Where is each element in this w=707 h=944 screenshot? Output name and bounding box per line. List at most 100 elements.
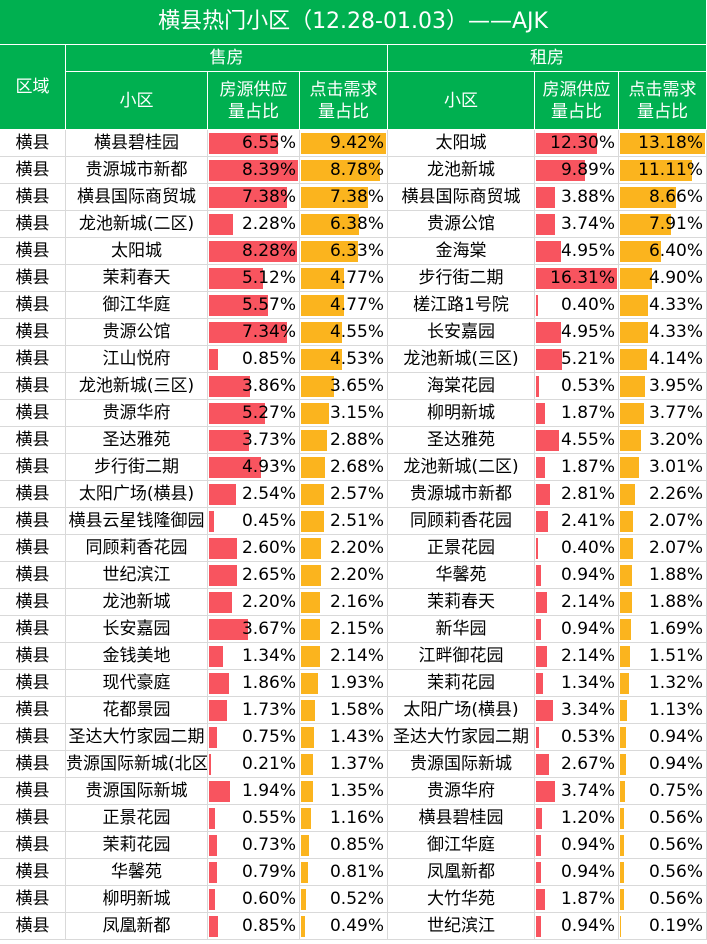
sale-supply-cell: 5.57%: [208, 292, 300, 318]
table-body: 横县 横县碧桂园 6.55% 9.42% 太阳城 12.30% 13.18% 横县 贵源城市新都…: [0, 130, 707, 940]
rent-click-cell: 0.56%: [619, 859, 707, 885]
rent-community-cell: 圣达雅苑: [388, 427, 535, 453]
data-bar: [301, 403, 329, 424]
data-bar: [536, 700, 553, 721]
sale-community-cell: 茉莉花园: [66, 832, 208, 858]
percent-value: 2.16%: [329, 592, 384, 612]
table-row: 横县 龙池新城(三区) 3.86% 3.65% 海棠花园 0.53% 3.95%: [0, 373, 707, 400]
percent-value: 0.79%: [241, 862, 296, 882]
sale-supply-cell: 0.85%: [208, 346, 300, 372]
data-bar: [620, 268, 652, 289]
percent-value: 0.56%: [648, 862, 703, 882]
table-row: 横县 贵源公馆 7.34% 4.55% 长安嘉园 4.95% 4.33%: [0, 319, 707, 346]
region-cell: 横县: [0, 913, 66, 939]
data-bar: [209, 565, 237, 586]
data-bar: [209, 862, 217, 883]
percent-value: 4.14%: [648, 349, 703, 369]
percent-value: 0.94%: [560, 862, 615, 882]
percent-value: 0.56%: [648, 835, 703, 855]
region-cell: 横县: [0, 751, 66, 777]
rent-community-cell: 圣达大竹家园二期: [388, 724, 535, 750]
rent-supply-cell: 1.20%: [535, 805, 619, 831]
rent-supply-cell: 3.34%: [535, 697, 619, 723]
percent-value: 9.42%: [329, 133, 384, 153]
data-bar: [620, 835, 624, 856]
percent-value: 5.12%: [241, 268, 296, 288]
sale-community-cell: 太阳广场(横县): [66, 481, 208, 507]
data-bar: [209, 835, 217, 856]
data-bar: [209, 430, 249, 451]
percent-value: 3.01%: [648, 457, 703, 477]
percent-value: 2.15%: [329, 619, 384, 639]
percent-value: 0.94%: [648, 727, 703, 747]
rent-click-cell: 6.40%: [619, 238, 707, 264]
data-bar: [536, 889, 545, 910]
percent-value: 1.94%: [241, 781, 296, 801]
percent-value: 0.53%: [560, 727, 615, 747]
table-title: 横县热门小区（12.28-01.03）——AJK: [0, 0, 707, 45]
percent-value: 1.69%: [648, 619, 703, 639]
table-row: 横县 长安嘉园 3.67% 2.15% 新华园 0.94% 1.69%: [0, 616, 707, 643]
sale-click-cell: 8.78%: [300, 157, 388, 183]
rent-community-cell: 新华园: [388, 616, 535, 642]
header-rent-supply: 房源供应 量占比: [535, 72, 619, 130]
table-row: 横县 横县云星钱隆御园 0.45% 2.51% 同顾莉香花园 2.41% 2.07%: [0, 508, 707, 535]
header-region: 区域: [0, 45, 66, 130]
data-bar: [301, 376, 334, 397]
data-bar: [620, 565, 632, 586]
percent-value: 2.20%: [329, 565, 384, 585]
percent-value: 4.77%: [329, 295, 384, 315]
sale-supply-cell: 0.21%: [208, 751, 300, 777]
data-bar: [536, 187, 555, 208]
rent-click-cell: 2.07%: [619, 508, 707, 534]
percent-value: 3.77%: [648, 403, 703, 423]
table-row: 横县 贵源城市新都 8.39% 8.78% 龙池新城 9.89% 11.11%: [0, 157, 707, 184]
sale-community-cell: 龙池新城: [66, 589, 208, 615]
percent-value: 2.14%: [560, 592, 615, 612]
sale-click-cell: 6.38%: [300, 211, 388, 237]
data-bar: [209, 457, 261, 478]
sale-click-cell: 0.85%: [300, 832, 388, 858]
sale-community-cell: 同顾莉香花园: [66, 535, 208, 561]
data-bar: [301, 430, 327, 451]
percent-value: 12.30%: [550, 133, 615, 153]
sale-community-cell: 步行街二期: [66, 454, 208, 480]
data-bar: [209, 187, 287, 208]
data-bar: [209, 295, 268, 316]
percent-value: 4.33%: [648, 295, 703, 315]
percent-value: 3.15%: [329, 403, 384, 423]
rent-click-cell: 1.32%: [619, 670, 707, 696]
sale-supply-cell: 0.60%: [208, 886, 300, 912]
rent-supply-cell: 0.94%: [535, 616, 619, 642]
sale-click-cell: 2.16%: [300, 589, 388, 615]
table-row: 横县 贵源国际新城(北区) 0.21% 1.37% 贵源国际新城 2.67% 0.94%: [0, 751, 707, 778]
percent-value: 3.67%: [241, 619, 296, 639]
data-bar: [301, 511, 324, 532]
data-bar: [301, 565, 321, 586]
rent-supply-cell: 0.40%: [535, 535, 619, 561]
data-bar: [209, 889, 215, 910]
rent-click-cell: 3.01%: [619, 454, 707, 480]
percent-value: 0.45%: [241, 511, 296, 531]
sale-supply-cell: 2.28%: [208, 211, 300, 237]
rent-community-cell: 槎江路1号院: [388, 292, 535, 318]
region-cell: 横县: [0, 805, 66, 831]
table-row: 横县 凤凰新都 0.85% 0.49% 世纪滨江 0.94% 0.19%: [0, 913, 707, 940]
table-row: 横县 贵源国际新城 1.94% 1.35% 贵源华府 3.74% 0.75%: [0, 778, 707, 805]
data-bar: [209, 646, 223, 667]
sale-community-cell: 圣达大竹家园二期: [66, 724, 208, 750]
data-bar: [209, 700, 227, 721]
percent-value: 2.60%: [241, 538, 296, 558]
sale-community-cell: 贵源公馆: [66, 319, 208, 345]
sale-community-cell: 龙池新城(三区): [66, 373, 208, 399]
data-bar: [620, 916, 621, 937]
percent-value: 1.43%: [329, 727, 384, 747]
region-cell: 横县: [0, 400, 66, 426]
data-bar: [536, 484, 550, 505]
rent-click-cell: 0.56%: [619, 832, 707, 858]
data-bar: [620, 862, 624, 883]
rent-click-cell: 0.94%: [619, 751, 707, 777]
sale-community-cell: 横县国际商贸城: [66, 184, 208, 210]
region-cell: 横县: [0, 886, 66, 912]
data-bar: [536, 754, 549, 775]
